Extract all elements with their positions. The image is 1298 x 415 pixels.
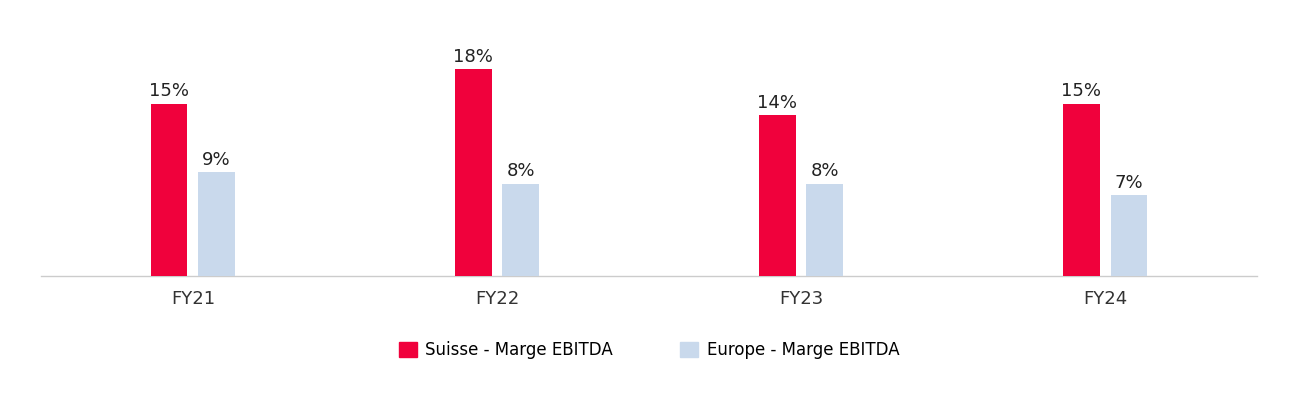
Text: 7%: 7% [1115,174,1144,192]
Bar [456,69,492,276]
Text: 15%: 15% [149,82,190,100]
Bar [502,184,539,276]
Text: 14%: 14% [757,94,797,112]
Bar [806,184,842,276]
Bar [1111,195,1147,276]
Bar [759,115,796,276]
Text: 8%: 8% [506,162,535,181]
Bar [1063,104,1099,276]
Text: 15%: 15% [1062,82,1101,100]
Bar [199,172,235,276]
Bar [151,104,187,276]
Text: 8%: 8% [810,162,839,181]
Legend: Suisse - Marge EBITDA, Europe - Marge EBITDA: Suisse - Marge EBITDA, Europe - Marge EB… [392,334,906,366]
Text: 18%: 18% [453,48,493,66]
Text: 9%: 9% [202,151,231,169]
